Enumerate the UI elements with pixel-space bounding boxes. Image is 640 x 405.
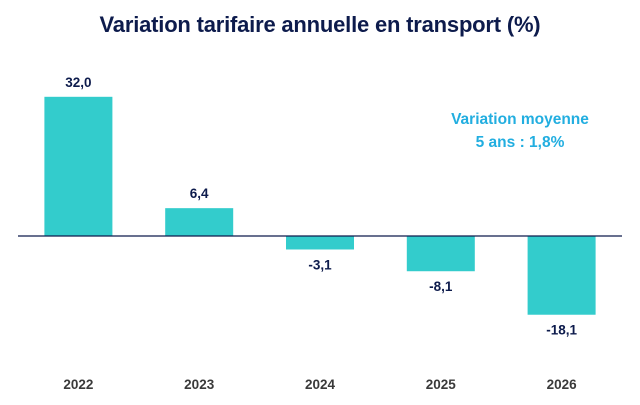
x-tick-2026: 2026	[547, 377, 578, 392]
x-tick-2025: 2025	[426, 377, 457, 392]
bar-2026	[527, 236, 596, 315]
annotation-line-1: Variation moyenne	[451, 111, 589, 128]
annotation-line-2: 5 ans : 1,8%	[475, 134, 565, 151]
data-label-2025: -8,1	[429, 279, 453, 294]
data-label-2023: 6,4	[190, 186, 209, 201]
chart-title: Variation tarifaire annuelle en transpor…	[99, 12, 541, 37]
bar-2023	[165, 208, 234, 236]
data-label-2024: -3,1	[308, 257, 332, 272]
bar-2024	[286, 236, 354, 250]
data-label-2026: -18,1	[546, 323, 577, 338]
x-tick-2024: 2024	[305, 377, 336, 392]
x-tick-2023: 2023	[184, 377, 215, 392]
bar-2025	[406, 236, 475, 272]
average-variation-annotation: Variation moyenne 5 ans : 1,8%	[430, 108, 610, 154]
bar-2022	[44, 96, 113, 236]
data-label-2022: 32,0	[65, 75, 91, 90]
x-tick-2022: 2022	[63, 377, 93, 392]
